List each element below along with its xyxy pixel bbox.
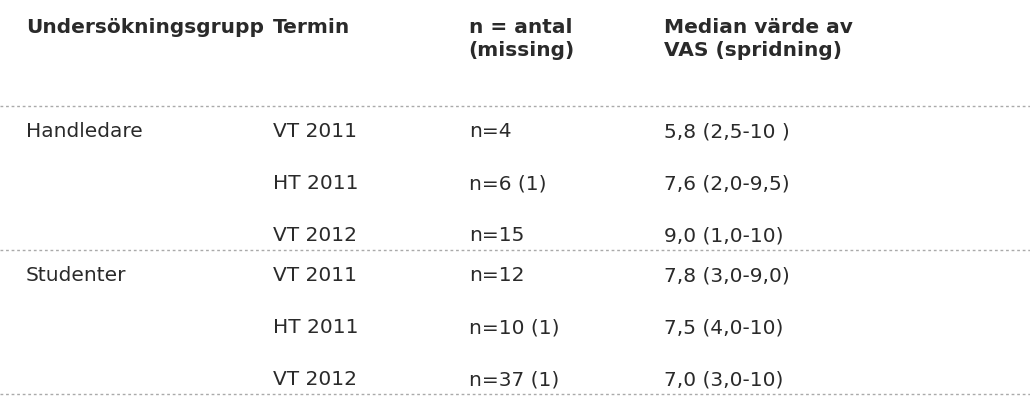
Text: VT 2012: VT 2012 bbox=[273, 370, 357, 389]
Text: VT 2011: VT 2011 bbox=[273, 266, 357, 285]
Text: 5,8 (2,5-10 ): 5,8 (2,5-10 ) bbox=[664, 122, 790, 141]
Text: n=6 (1): n=6 (1) bbox=[469, 174, 546, 193]
Text: n=15: n=15 bbox=[469, 226, 524, 245]
Text: n=12: n=12 bbox=[469, 266, 524, 285]
Text: Handledare: Handledare bbox=[26, 122, 142, 141]
Text: VT 2011: VT 2011 bbox=[273, 122, 357, 141]
Text: 9,0 (1,0-10): 9,0 (1,0-10) bbox=[664, 226, 784, 245]
Text: 7,6 (2,0-9,5): 7,6 (2,0-9,5) bbox=[664, 174, 790, 193]
Text: VT 2012: VT 2012 bbox=[273, 226, 357, 245]
Text: Studenter: Studenter bbox=[26, 266, 127, 285]
Text: Undersökningsgrupp: Undersökningsgrupp bbox=[26, 18, 264, 37]
Text: Median värde av
VAS (spridning): Median värde av VAS (spridning) bbox=[664, 18, 853, 60]
Text: Termin: Termin bbox=[273, 18, 350, 37]
Text: n = antal
(missing): n = antal (missing) bbox=[469, 18, 575, 60]
Text: 7,8 (3,0-9,0): 7,8 (3,0-9,0) bbox=[664, 266, 790, 285]
Text: HT 2011: HT 2011 bbox=[273, 174, 358, 193]
Text: n=37 (1): n=37 (1) bbox=[469, 370, 559, 389]
Text: n=10 (1): n=10 (1) bbox=[469, 318, 559, 337]
Text: HT 2011: HT 2011 bbox=[273, 318, 358, 337]
Text: 7,5 (4,0-10): 7,5 (4,0-10) bbox=[664, 318, 784, 337]
Text: n=4: n=4 bbox=[469, 122, 511, 141]
Text: 7,0 (3,0-10): 7,0 (3,0-10) bbox=[664, 370, 784, 389]
